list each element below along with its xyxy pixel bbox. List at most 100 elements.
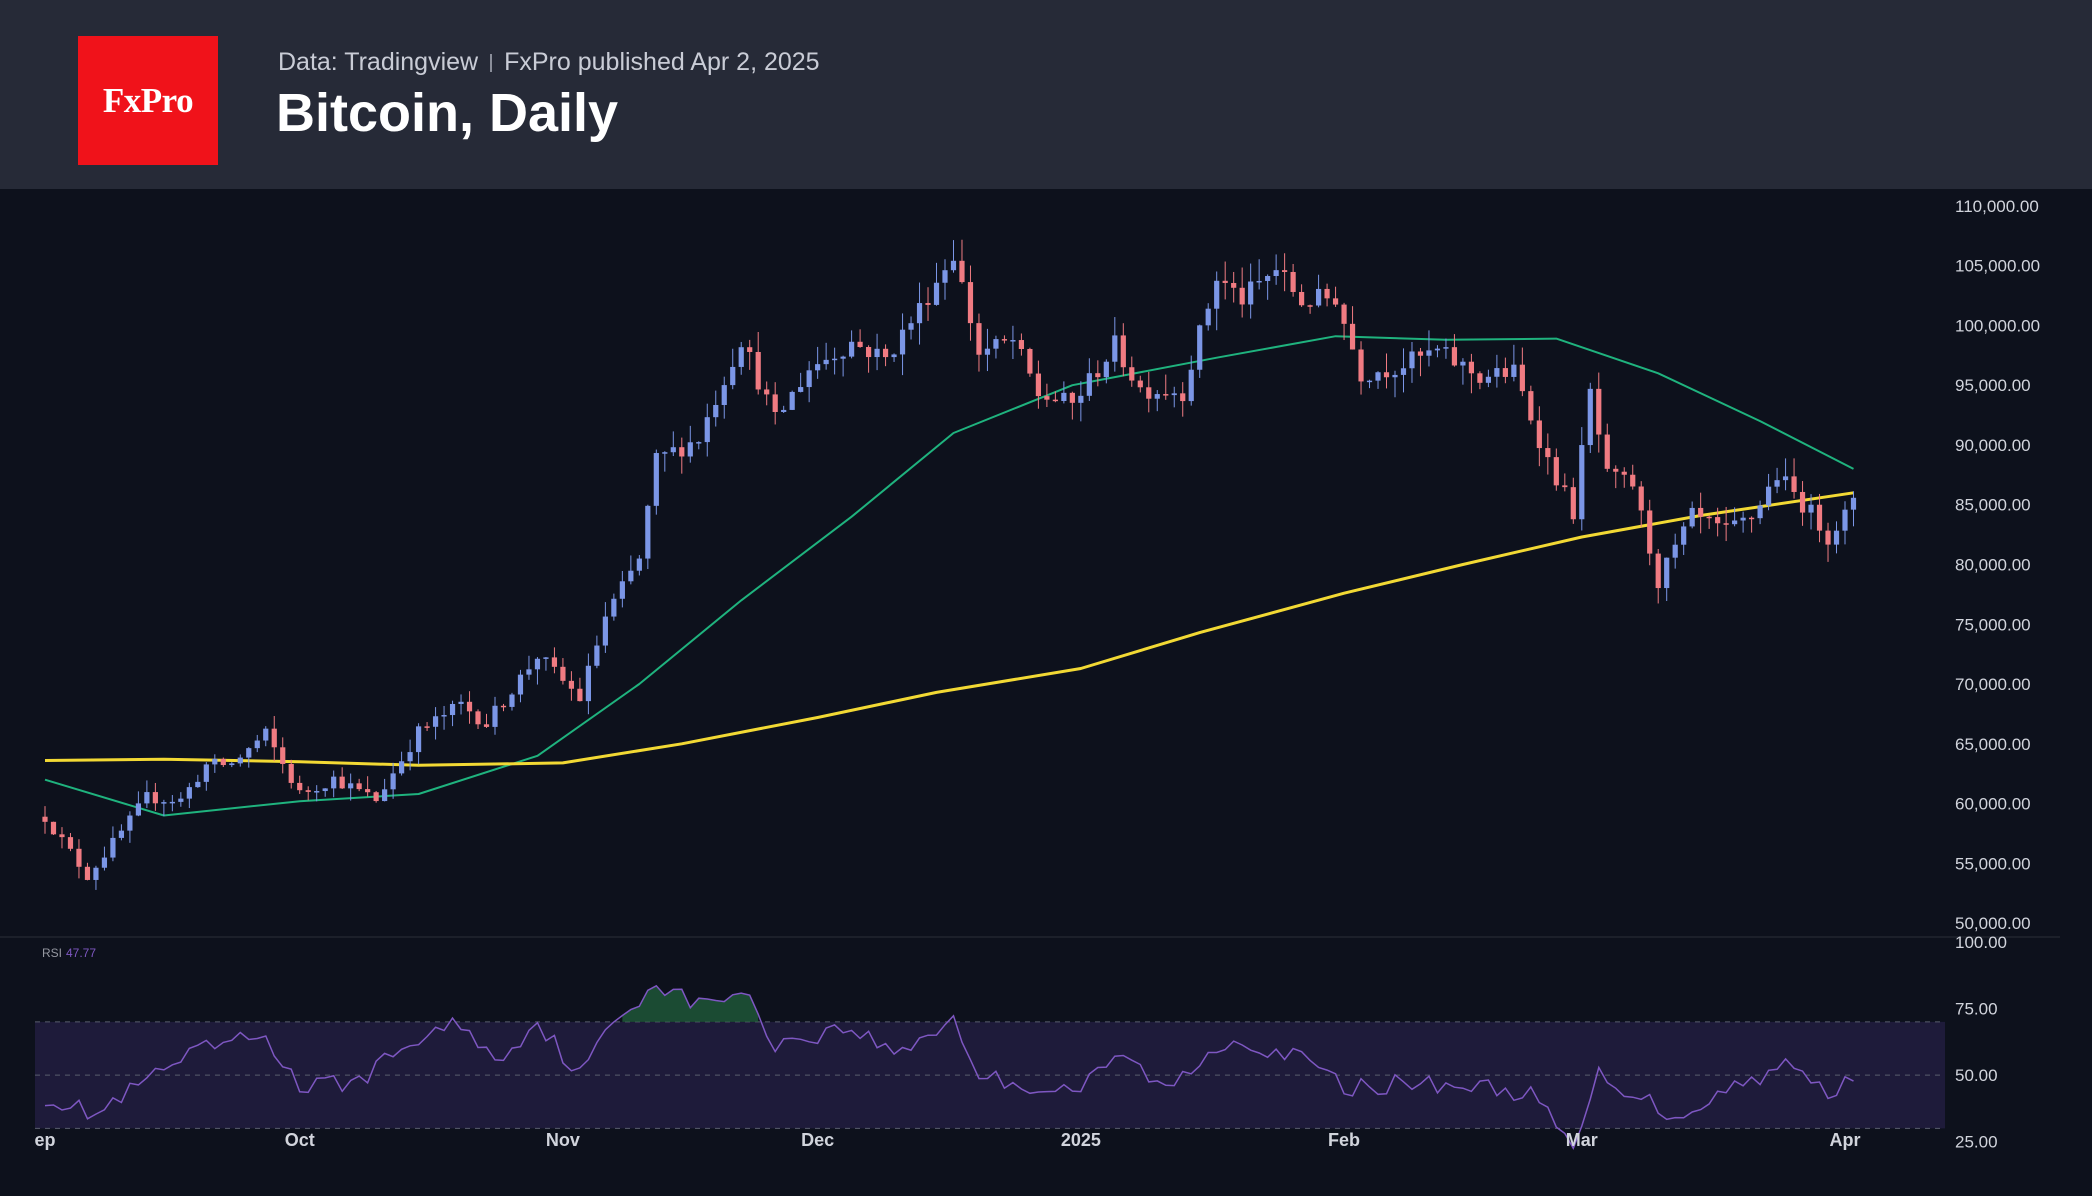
candle-body — [373, 792, 379, 802]
candle-body — [1613, 468, 1619, 472]
candle-body — [899, 329, 906, 355]
candle-body — [798, 387, 804, 392]
candle-body — [1502, 368, 1508, 377]
candle-body — [950, 260, 957, 271]
candle-body — [237, 757, 243, 764]
candle-body — [865, 346, 872, 358]
candle-body — [76, 848, 82, 867]
candle-body — [382, 789, 388, 802]
ma-fast-line — [44, 335, 1854, 817]
candle-body — [543, 657, 549, 659]
candle-body — [1519, 364, 1525, 392]
candle-body — [424, 726, 430, 728]
candle-body — [534, 658, 541, 670]
candle-body — [1511, 364, 1517, 377]
candle-body — [679, 447, 685, 457]
candle-body — [1027, 349, 1033, 374]
candle-body — [1086, 373, 1092, 396]
candle-body — [1265, 276, 1271, 281]
separator — [490, 53, 493, 72]
candle-body — [611, 598, 617, 617]
candle-body — [1018, 340, 1025, 350]
candle-body — [466, 701, 473, 712]
candle-body — [1171, 393, 1177, 396]
candle-body — [1749, 517, 1755, 520]
candle-body — [1248, 281, 1254, 305]
candle-body — [1808, 504, 1814, 513]
candle-body — [288, 763, 294, 783]
candle-body — [1069, 392, 1075, 403]
candle-body — [1740, 517, 1746, 521]
time-tick-label: Apr — [1830, 1130, 1861, 1150]
candle-body — [229, 763, 235, 766]
candle-body — [356, 783, 362, 790]
candle-body — [1782, 476, 1789, 481]
candle-body — [849, 341, 855, 357]
candle-body — [1443, 347, 1449, 349]
price-tick-label: 90,000.00 — [1955, 436, 2031, 455]
candle-body — [1715, 517, 1721, 524]
candle-body — [1664, 557, 1670, 589]
candle-body — [42, 816, 48, 822]
candle-body — [1197, 325, 1203, 370]
candle-body — [551, 657, 558, 667]
candle-body — [1765, 486, 1772, 506]
candle-body — [297, 782, 303, 791]
candle-body — [161, 802, 167, 804]
candle-body — [1468, 361, 1475, 374]
candle-body — [1112, 335, 1118, 362]
rsi-tick-label: 100.00 — [1955, 933, 2007, 952]
chart-subtitle: Data: Tradingview FxPro published Apr 2,… — [278, 48, 820, 77]
candle-body — [721, 385, 727, 405]
candle-body — [1672, 544, 1678, 558]
published-date: FxPro published Apr 2, 2025 — [504, 48, 820, 76]
candle-body — [1799, 491, 1806, 513]
candle-body — [1706, 516, 1712, 519]
candle-body — [1417, 351, 1424, 356]
candle-body — [1647, 510, 1653, 554]
candle-body — [1842, 509, 1848, 531]
candle-body — [1256, 280, 1262, 283]
candle-body — [1833, 530, 1840, 545]
candle-body — [755, 351, 761, 390]
ma-slow-layer — [44, 491, 1854, 767]
time-tick-label: Nov — [546, 1130, 580, 1150]
candle-body — [263, 728, 269, 741]
rsi-tick-label: 25.00 — [1955, 1133, 1998, 1152]
candle-body — [509, 694, 515, 707]
candle-body — [135, 803, 141, 816]
candle-body — [415, 726, 422, 753]
candle-body — [1061, 392, 1067, 402]
candle-body — [1332, 298, 1339, 305]
candle-body — [1231, 282, 1237, 288]
price-tick-label: 80,000.00 — [1955, 556, 2031, 575]
candle-body — [585, 665, 591, 702]
candle-body — [1180, 393, 1186, 402]
candle-body — [730, 366, 736, 386]
candle-body — [93, 867, 99, 880]
candle-body — [1460, 361, 1466, 366]
candle-body — [1536, 420, 1542, 449]
candle-body — [1358, 349, 1364, 382]
candle-body — [1129, 367, 1135, 381]
price-tick-label: 50,000.00 — [1955, 914, 2031, 933]
candle-body — [1850, 497, 1857, 510]
candle-body — [1010, 340, 1016, 342]
candle-body — [1681, 526, 1687, 545]
candle-body — [976, 323, 982, 355]
candle-body — [636, 558, 642, 571]
candle-body — [806, 370, 812, 388]
candle-body — [1553, 457, 1559, 486]
candle-body — [1307, 305, 1313, 307]
candle-body — [84, 866, 91, 880]
candle-body — [1299, 291, 1305, 306]
candle-body — [1324, 288, 1330, 299]
candle-body — [1095, 373, 1101, 378]
ma-fast-layer — [44, 335, 1854, 817]
price-tick-label: 105,000.00 — [1955, 257, 2040, 276]
price-tick-label: 110,000.00 — [1955, 197, 2039, 216]
candle-body — [882, 348, 889, 358]
candle-body — [916, 303, 923, 324]
candle-body — [449, 703, 456, 716]
